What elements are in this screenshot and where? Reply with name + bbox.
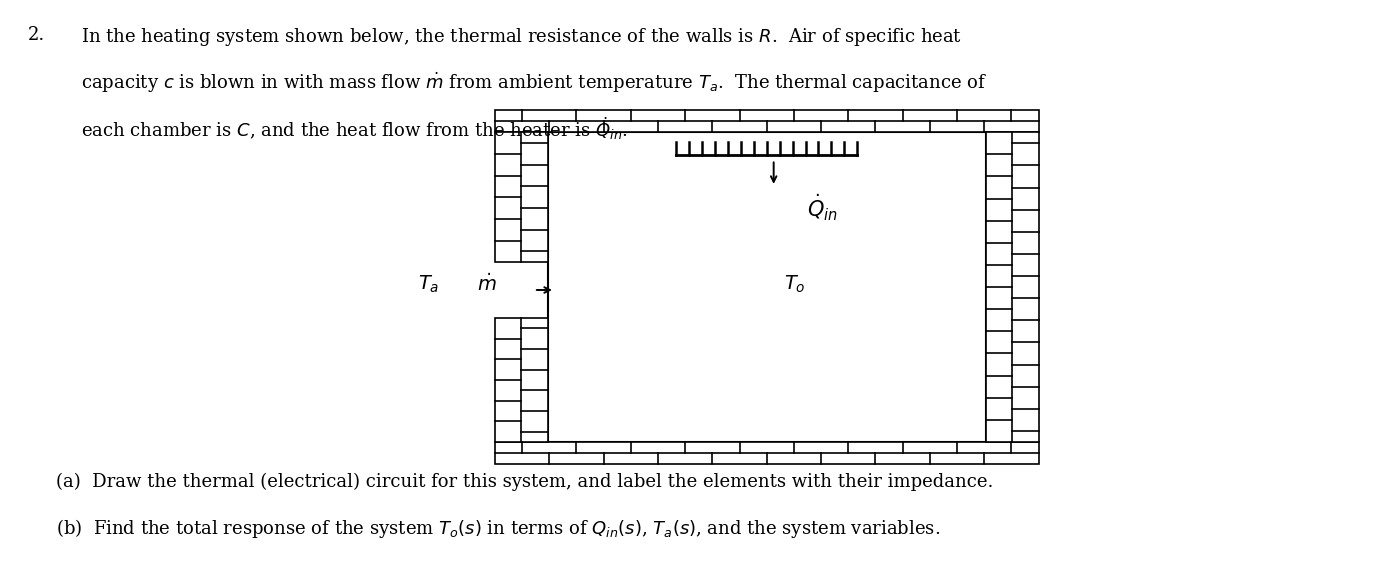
- Text: In the heating system shown below, the thermal resistance of the walls is $R$.  : In the heating system shown below, the t…: [81, 26, 962, 48]
- Bar: [495, 110, 1039, 132]
- Text: (b)  Find the total response of the system $T_o(s)$ in terms of $Q_{in}(s)$, $T_: (b) Find the total response of the syste…: [56, 517, 940, 541]
- Text: 2.: 2.: [28, 26, 45, 44]
- Text: $T_a$: $T_a$: [418, 274, 439, 295]
- Text: $\dot{Q}_{in}$: $\dot{Q}_{in}$: [807, 193, 838, 223]
- Text: (a)  Draw the thermal (electrical) circuit for this system, and label the elemen: (a) Draw the thermal (electrical) circui…: [56, 473, 993, 491]
- Bar: [548, 132, 986, 442]
- Text: capacity $c$ is blown in with mass flow $\dot{m}$ from ambient temperature $T_a$: capacity $c$ is blown in with mass flow …: [81, 71, 987, 95]
- Text: each chamber is $C$, and the heat flow from the heater is $\dot{Q}_{in}$.: each chamber is $C$, and the heat flow f…: [81, 115, 627, 142]
- Bar: [495, 318, 548, 442]
- Bar: [986, 132, 1039, 442]
- Text: $T_o$: $T_o$: [783, 274, 806, 295]
- Bar: [495, 442, 1039, 464]
- Text: $\dot{m}$: $\dot{m}$: [477, 273, 496, 295]
- Bar: [495, 132, 548, 262]
